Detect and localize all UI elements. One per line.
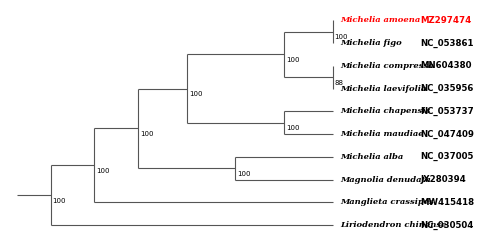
Text: Michelia maudiae: Michelia maudiae: [340, 130, 423, 138]
Text: Michelia compressa: Michelia compressa: [340, 62, 434, 70]
Text: 100: 100: [96, 168, 110, 174]
Text: 100: 100: [52, 198, 66, 204]
Text: 100: 100: [189, 91, 202, 97]
Text: NC_030504: NC_030504: [420, 220, 474, 230]
Text: 100: 100: [286, 125, 300, 131]
Text: Manglieta crassipes: Manglieta crassipes: [340, 198, 434, 206]
Text: MN604380: MN604380: [420, 61, 472, 70]
Text: NC_035956: NC_035956: [420, 84, 474, 93]
Text: 100: 100: [286, 57, 300, 63]
Text: NC_053861: NC_053861: [420, 38, 474, 48]
Text: MZ297474: MZ297474: [420, 16, 472, 25]
Text: Magnolia denudata: Magnolia denudata: [340, 175, 430, 183]
Text: NC_053737: NC_053737: [420, 107, 474, 116]
Text: JX280394: JX280394: [420, 175, 466, 184]
Text: Michelia amoena: Michelia amoena: [340, 16, 420, 24]
Text: 100: 100: [238, 171, 251, 177]
Text: 100: 100: [140, 131, 153, 137]
Text: Liriodendron chinense: Liriodendron chinense: [340, 221, 446, 229]
Text: MW415418: MW415418: [420, 198, 474, 207]
Text: 100: 100: [334, 34, 348, 40]
Text: Michelia chapensis: Michelia chapensis: [340, 107, 430, 115]
Text: NC_047409: NC_047409: [420, 130, 474, 139]
Text: Michelia figo: Michelia figo: [340, 39, 402, 47]
Text: Michelia alba: Michelia alba: [340, 153, 403, 161]
Text: Michelia laevifolia: Michelia laevifolia: [340, 85, 426, 93]
Text: NC_037005: NC_037005: [420, 152, 474, 161]
Text: 88: 88: [334, 80, 344, 86]
